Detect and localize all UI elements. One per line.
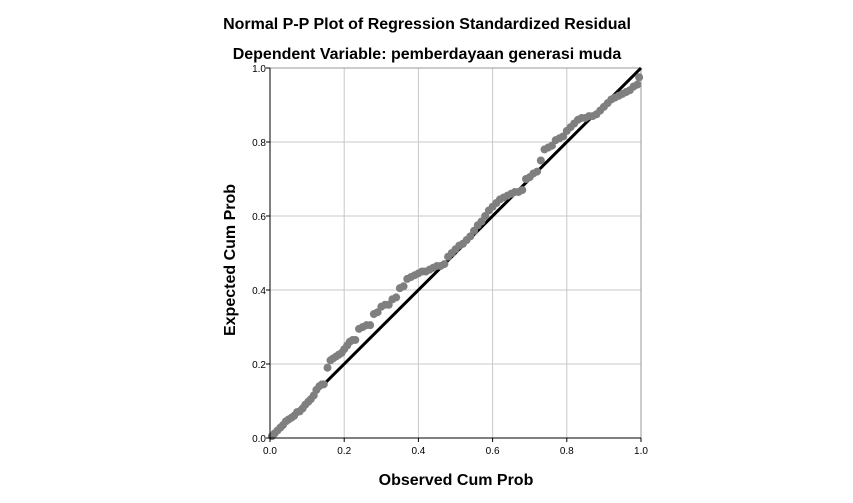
data-points xyxy=(267,73,644,441)
chart-title: Normal P-P Plot of Regression Standardiz… xyxy=(223,16,631,33)
data-point xyxy=(536,156,545,165)
data-point xyxy=(533,167,542,176)
y-tick-label: 1.0 xyxy=(252,64,266,75)
chart-subtitle: Dependent Variable: pemberdayaan generas… xyxy=(233,46,622,63)
y-tick-label: 0.6 xyxy=(252,212,266,223)
data-point xyxy=(323,363,332,372)
x-tick-label: 0.8 xyxy=(560,446,574,457)
data-point xyxy=(319,380,328,389)
x-tick-label: 0.6 xyxy=(486,446,500,457)
data-point xyxy=(440,260,449,269)
data-point xyxy=(633,80,642,89)
y-tick-label: 0.8 xyxy=(252,138,266,149)
x-axis-label: Observed Cum Prob xyxy=(379,472,534,489)
y-axis-ticks: 0.0 0.2 0.4 0.6 0.8 1.0 xyxy=(252,64,270,445)
data-point xyxy=(518,186,527,195)
data-point xyxy=(366,321,375,330)
x-tick-label: 0.0 xyxy=(263,446,277,457)
data-point xyxy=(635,73,644,82)
y-tick-label: 0.4 xyxy=(252,286,266,297)
y-tick-label: 0.0 xyxy=(252,434,266,445)
x-axis-ticks: 0.0 0.2 0.4 0.6 0.8 1.0 xyxy=(263,438,648,457)
plot-area xyxy=(267,66,644,441)
data-point xyxy=(351,335,360,344)
data-point xyxy=(392,293,401,302)
x-tick-label: 0.2 xyxy=(337,446,351,457)
y-axis-label: Expected Cum Prob xyxy=(222,184,239,336)
y-tick-label: 0.2 xyxy=(252,360,266,371)
x-tick-label: 1.0 xyxy=(634,446,648,457)
data-point xyxy=(399,282,408,291)
x-tick-label: 0.4 xyxy=(411,446,425,457)
